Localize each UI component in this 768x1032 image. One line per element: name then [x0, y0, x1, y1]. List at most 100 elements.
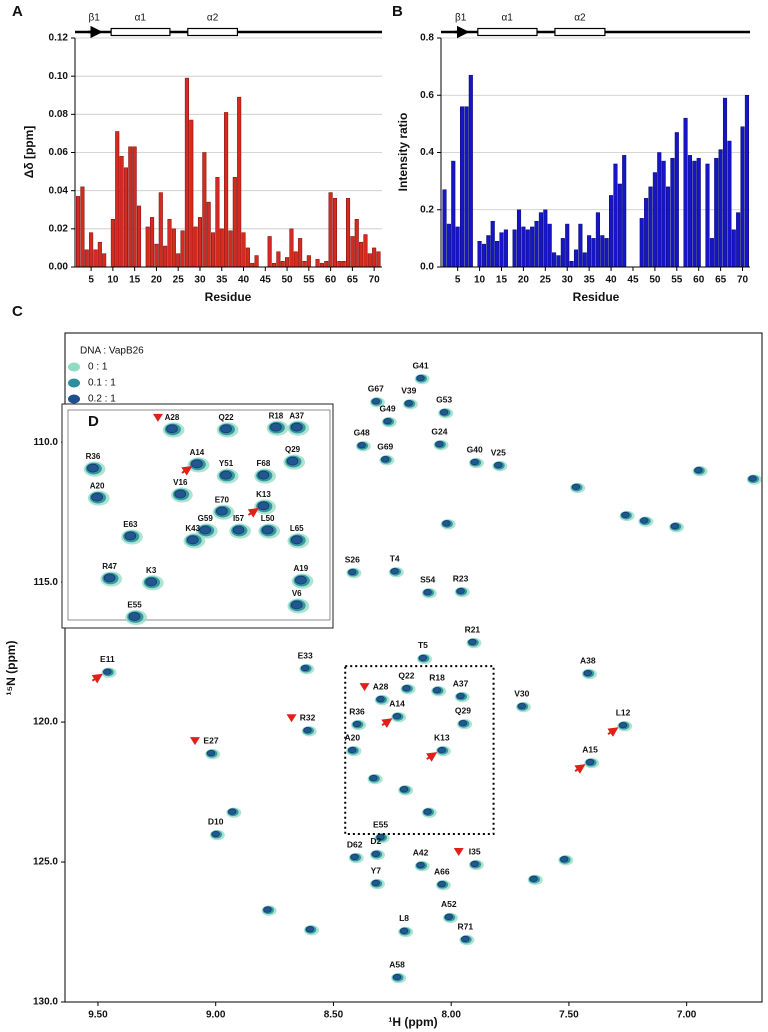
missing-marker [152, 413, 163, 422]
bar [442, 189, 447, 268]
peak-label: A58 [389, 959, 405, 969]
structure-label: α1 [502, 13, 514, 24]
peak-contour [423, 589, 432, 596]
x-tick-label: 45 [260, 275, 272, 286]
peak-contour [392, 973, 402, 981]
y-tick-label: 0.0 [420, 262, 434, 273]
peak-contour [257, 501, 270, 511]
bar [670, 157, 675, 268]
bar [530, 226, 535, 268]
peak-contour [470, 458, 479, 466]
bar [516, 209, 522, 268]
x-tick-label: 55 [303, 275, 315, 286]
peak-contour [216, 506, 228, 516]
peak-contour [87, 463, 99, 473]
bar [560, 238, 565, 268]
peak-contour [301, 664, 310, 672]
shift-arrow [91, 673, 103, 684]
bar [136, 205, 142, 268]
peak-contour [348, 568, 357, 576]
peak-contour [423, 808, 432, 815]
bar [455, 226, 460, 268]
bar [184, 77, 189, 268]
peak-contour [103, 668, 112, 675]
peak-label: K13 [434, 732, 450, 742]
bar [180, 230, 185, 268]
peak-label: E55 [127, 601, 142, 610]
bar [709, 238, 714, 268]
x-tick-label: 25 [173, 275, 185, 286]
peak-contour [350, 853, 359, 861]
y-tick-label: 0.10 [49, 71, 69, 82]
peak-contour [270, 422, 282, 432]
peak-contour [232, 525, 245, 535]
y-axis-label: ¹⁵N (ppm) [4, 641, 18, 696]
shift-arrow [574, 764, 586, 774]
peak-contour [416, 374, 425, 382]
bar [547, 223, 552, 268]
bar [569, 261, 574, 268]
peak-label: V30 [514, 688, 529, 698]
x-tick-label: 55 [671, 275, 683, 286]
bar [503, 229, 508, 268]
peak-contour [199, 525, 212, 535]
bar [285, 257, 290, 268]
y-tick-label: 0.02 [49, 223, 69, 234]
peak-contour [621, 511, 630, 519]
peak-contour [694, 467, 703, 474]
bar [115, 131, 120, 268]
peak-contour [166, 424, 178, 434]
bar [722, 97, 728, 268]
peak-label: K3 [146, 566, 157, 575]
peak-contour [124, 531, 137, 541]
peak-label: E27 [203, 735, 218, 745]
peak-label: K43 [185, 524, 200, 533]
bar [459, 106, 465, 268]
peak-contour [145, 577, 157, 587]
x-tick-label: 8.50 [324, 1010, 344, 1021]
peak-label: G24 [431, 426, 447, 436]
bar [345, 198, 351, 268]
peak-contour [437, 881, 446, 888]
x-axis-label: Residue [573, 290, 620, 304]
peak-contour [357, 442, 366, 449]
missing-marker [286, 714, 297, 723]
helix [477, 27, 538, 37]
bar [534, 220, 539, 268]
bar [595, 212, 600, 268]
peak-contour [748, 475, 757, 482]
peak-contour [456, 587, 465, 595]
peak-label: A66 [434, 866, 450, 876]
peak-contour [470, 860, 479, 868]
peak-label: K13 [256, 490, 271, 499]
peak-contour [390, 568, 399, 575]
peak-label: R71 [458, 921, 474, 931]
bar [197, 217, 203, 268]
peak-label: A20 [90, 481, 105, 490]
bar [193, 226, 198, 268]
peak-contour [571, 483, 581, 491]
peak-label: A14 [190, 448, 205, 457]
bar [622, 155, 627, 268]
peak-contour [348, 746, 357, 754]
bar [543, 209, 548, 268]
bar [648, 186, 653, 268]
peak-label: R21 [465, 624, 481, 634]
bar [582, 252, 587, 268]
bar [481, 243, 487, 268]
x-tick-label: 25 [540, 275, 552, 286]
peak-label: G49 [380, 403, 396, 413]
y-tick-label: 0.6 [420, 90, 434, 101]
x-tick-label: 40 [238, 275, 250, 286]
x-tick-label: 7.50 [559, 1010, 579, 1021]
peak-label: Q22 [218, 413, 234, 422]
bar [714, 157, 719, 268]
bar [171, 228, 176, 268]
bar [718, 149, 723, 268]
peak-label: I35 [469, 846, 481, 856]
bar [293, 251, 298, 268]
x-tick-label: 60 [693, 275, 705, 286]
bar [367, 253, 372, 268]
x-tick-label: 10 [474, 275, 486, 286]
peak-contour [418, 654, 428, 662]
